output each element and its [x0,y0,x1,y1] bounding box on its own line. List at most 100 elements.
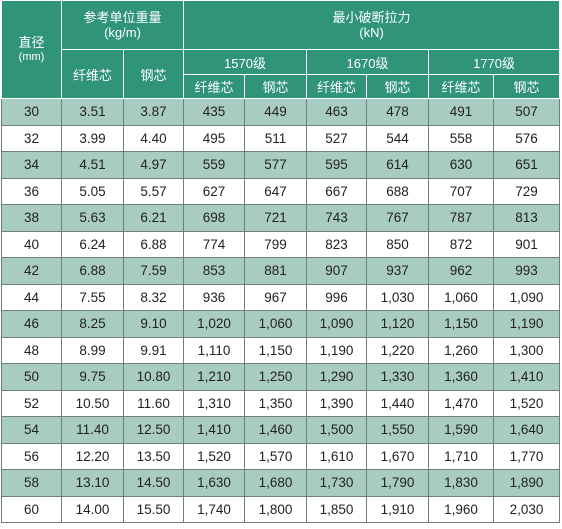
table-cell: 627 [183,177,246,205]
table-cell: 1,220 [366,336,430,364]
table-cell: 1,910 [366,495,430,523]
table-cell: 651 [493,151,561,179]
table-cell: 6.21 [122,204,185,232]
table-row: 48 8.99 9.91 1,110 1,150 1,190 1,220 1,260 1,300 [1,336,561,364]
table-cell: 30 [1,98,62,126]
table-cell: 38 [1,204,62,232]
table-cell: 6.88 [61,257,124,285]
header-weight-label: 参考单位重量 [83,10,162,25]
table-cell: 595 [306,151,368,179]
table-cell: 58 [1,469,62,497]
table-row: 34 4.51 4.97 559 577 595 614 630 651 [1,151,561,179]
header-1670-steel-core: 钢芯 [366,74,430,99]
table-cell: 576 [493,124,561,152]
table-cell: 1,830 [428,469,495,497]
table-cell: 15.50 [122,495,185,523]
table-cell: 1,330 [366,363,430,391]
table-row: 30 3.51 3.87 435 449 463 478 491 507 [1,98,561,126]
table-cell: 1,960 [428,495,495,523]
table-cell: 787 [428,204,495,232]
table-cell: 1,020 [183,310,246,338]
table-cell: 1,850 [306,495,368,523]
header-weight-steel-core: 钢芯 [122,49,185,99]
table-cell: 1,120 [366,310,430,338]
table-row: 54 11.40 12.50 1,410 1,460 1,500 1,550 1,590 1,6… [1,416,561,444]
table-cell: 1,110 [183,336,246,364]
table-cell: 463 [306,98,368,126]
table-cell: 577 [244,151,308,179]
table-row: 52 10.50 11.60 1,310 1,350 1,390 1,440 1,470 1,5… [1,389,561,417]
table-cell: 647 [244,177,308,205]
table-cell: 8.32 [122,283,185,311]
header-force-unit: (kN) [359,25,384,40]
table-cell: 936 [183,283,246,311]
table-cell: 44 [1,283,62,311]
table-cell: 8.99 [61,336,124,364]
table-cell: 5.05 [61,177,124,205]
table-cell: 1,250 [244,363,308,391]
table-row: 58 13.10 14.50 1,630 1,680 1,730 1,790 1,830 1,8… [1,469,561,497]
table-cell: 14.00 [61,495,124,523]
table-cell: 435 [183,98,246,126]
header-weight-fiber-core: 纤维芯 [61,49,124,99]
table-row: 38 5.63 6.21 698 721 743 767 787 813 [1,204,561,232]
table-cell: 46 [1,310,62,338]
table-body: 30 3.51 3.87 435 449 463 478 491 507 32 3.99 4.40 49… [1,98,561,523]
header-1570-fiber-core: 纤维芯 [183,74,246,99]
table-cell: 962 [428,257,495,285]
table-row: 46 8.25 9.10 1,020 1,060 1,090 1,120 1,150 1,190 [1,310,561,338]
table-cell: 48 [1,336,62,364]
header-diameter-label: 直径 [18,34,45,50]
header-weight: 参考单位重量 (kg/m) [60,0,185,50]
table-cell: 9.10 [122,310,185,338]
table-cell: 52 [1,389,62,417]
table-cell: 614 [366,151,430,179]
table-cell: 495 [183,124,246,152]
table-cell: 1,190 [306,336,368,364]
table-row: 50 9.75 10.80 1,210 1,250 1,290 1,330 1,360 1,41… [1,363,561,391]
table-cell: 32 [1,124,62,152]
table-row: 56 12.20 13.50 1,520 1,570 1,610 1,670 1,710 1,7… [1,442,561,470]
table-cell: 1,360 [428,363,495,391]
header-force-label: 最小破断拉力 [332,10,411,25]
table-cell: 7.59 [122,257,185,285]
table-cell: 881 [244,257,308,285]
table-cell: 1,740 [183,495,246,523]
header-1770-fiber-core: 纤维芯 [428,74,495,99]
table-cell: 1,570 [244,442,308,470]
table-cell: 449 [244,98,308,126]
table-cell: 1,710 [428,442,495,470]
table-cell: 60 [1,495,62,523]
header-1670-fiber-core: 纤维芯 [306,74,368,99]
table-cell: 34 [1,151,62,179]
table-cell: 1,410 [183,416,246,444]
table-cell: 967 [244,283,308,311]
table-cell: 1,030 [366,283,430,311]
table-row: 40 6.24 6.88 774 799 823 850 872 901 [1,230,561,258]
table-cell: 729 [493,177,561,205]
table-cell: 11.40 [61,416,124,444]
table-cell: 50 [1,363,62,391]
table-cell: 10.80 [122,363,185,391]
header-1770-steel-core: 钢芯 [493,74,561,99]
table-cell: 9.91 [122,336,185,364]
table-cell: 5.63 [61,204,124,232]
table-row: 36 5.05 5.57 627 647 667 688 707 729 [1,177,561,205]
table-cell: 1,150 [428,310,495,338]
header-breaking-force: 最小破断拉力 (kN) [183,0,561,50]
table-cell: 7.55 [61,283,124,311]
table-cell: 2,030 [493,495,561,523]
table-cell: 1,090 [306,310,368,338]
table-cell: 630 [428,151,495,179]
table-cell: 667 [306,177,368,205]
table-cell: 1,150 [244,336,308,364]
table-cell: 12.20 [61,442,124,470]
table-cell: 1,680 [244,469,308,497]
table-cell: 56 [1,442,62,470]
table-cell: 993 [493,257,561,285]
table-cell: 721 [244,204,308,232]
table-cell: 4.51 [61,151,124,179]
table-cell: 850 [366,230,430,258]
table-row: 44 7.55 8.32 936 967 996 1,030 1,060 1,090 [1,283,561,311]
table-cell: 1,770 [493,442,561,470]
